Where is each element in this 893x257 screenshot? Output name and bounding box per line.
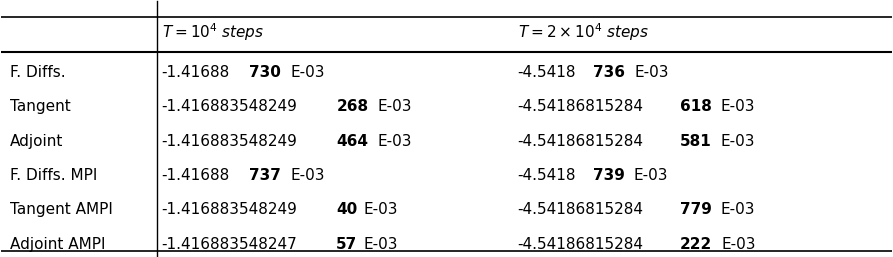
Text: 581: 581 [680,134,712,149]
Text: E-03: E-03 [634,65,669,80]
Text: -1.416883548247: -1.416883548247 [162,237,297,252]
Text: E-03: E-03 [634,168,669,183]
Text: 736: 736 [593,65,625,80]
Text: E-03: E-03 [721,202,755,217]
Text: 40: 40 [337,202,358,217]
Text: Adjoint: Adjoint [11,134,63,149]
Text: F. Diffs. MPI: F. Diffs. MPI [11,168,97,183]
Text: 464: 464 [337,134,369,149]
Text: -4.54186815284: -4.54186815284 [518,99,644,114]
Text: 618: 618 [680,99,712,114]
Text: E-03: E-03 [290,168,325,183]
Text: 739: 739 [593,168,625,183]
Text: 730: 730 [249,65,281,80]
Text: E-03: E-03 [363,237,398,252]
Text: E-03: E-03 [722,237,755,252]
Text: -4.5418: -4.5418 [518,65,576,80]
Text: -4.54186815284: -4.54186815284 [518,237,644,252]
Text: -1.416883548249: -1.416883548249 [162,202,297,217]
Text: E-03: E-03 [290,65,325,80]
Text: E-03: E-03 [378,99,413,114]
Text: 268: 268 [337,99,369,114]
Text: -4.54186815284: -4.54186815284 [518,134,644,149]
Text: 222: 222 [680,237,712,252]
Text: E-03: E-03 [721,99,755,114]
Text: -4.54186815284: -4.54186815284 [518,202,644,217]
Text: 779: 779 [680,202,712,217]
Text: Adjoint AMPI: Adjoint AMPI [11,237,105,252]
Text: $T = 10^4$ steps: $T = 10^4$ steps [162,21,264,43]
Text: Tangent: Tangent [11,99,71,114]
Text: -1.416883548249: -1.416883548249 [162,99,297,114]
Text: $T = 2 \times 10^4$ steps: $T = 2 \times 10^4$ steps [518,21,648,43]
Text: F. Diffs.: F. Diffs. [11,65,66,80]
Text: E-03: E-03 [721,134,755,149]
Text: 57: 57 [337,237,357,252]
Text: E-03: E-03 [378,134,412,149]
Text: Tangent AMPI: Tangent AMPI [11,202,113,217]
Text: -1.41688: -1.41688 [162,65,230,80]
Text: -1.41688: -1.41688 [162,168,230,183]
Text: 737: 737 [249,168,281,183]
Text: -4.5418: -4.5418 [518,168,576,183]
Text: E-03: E-03 [363,202,398,217]
Text: -1.416883548249: -1.416883548249 [162,134,297,149]
